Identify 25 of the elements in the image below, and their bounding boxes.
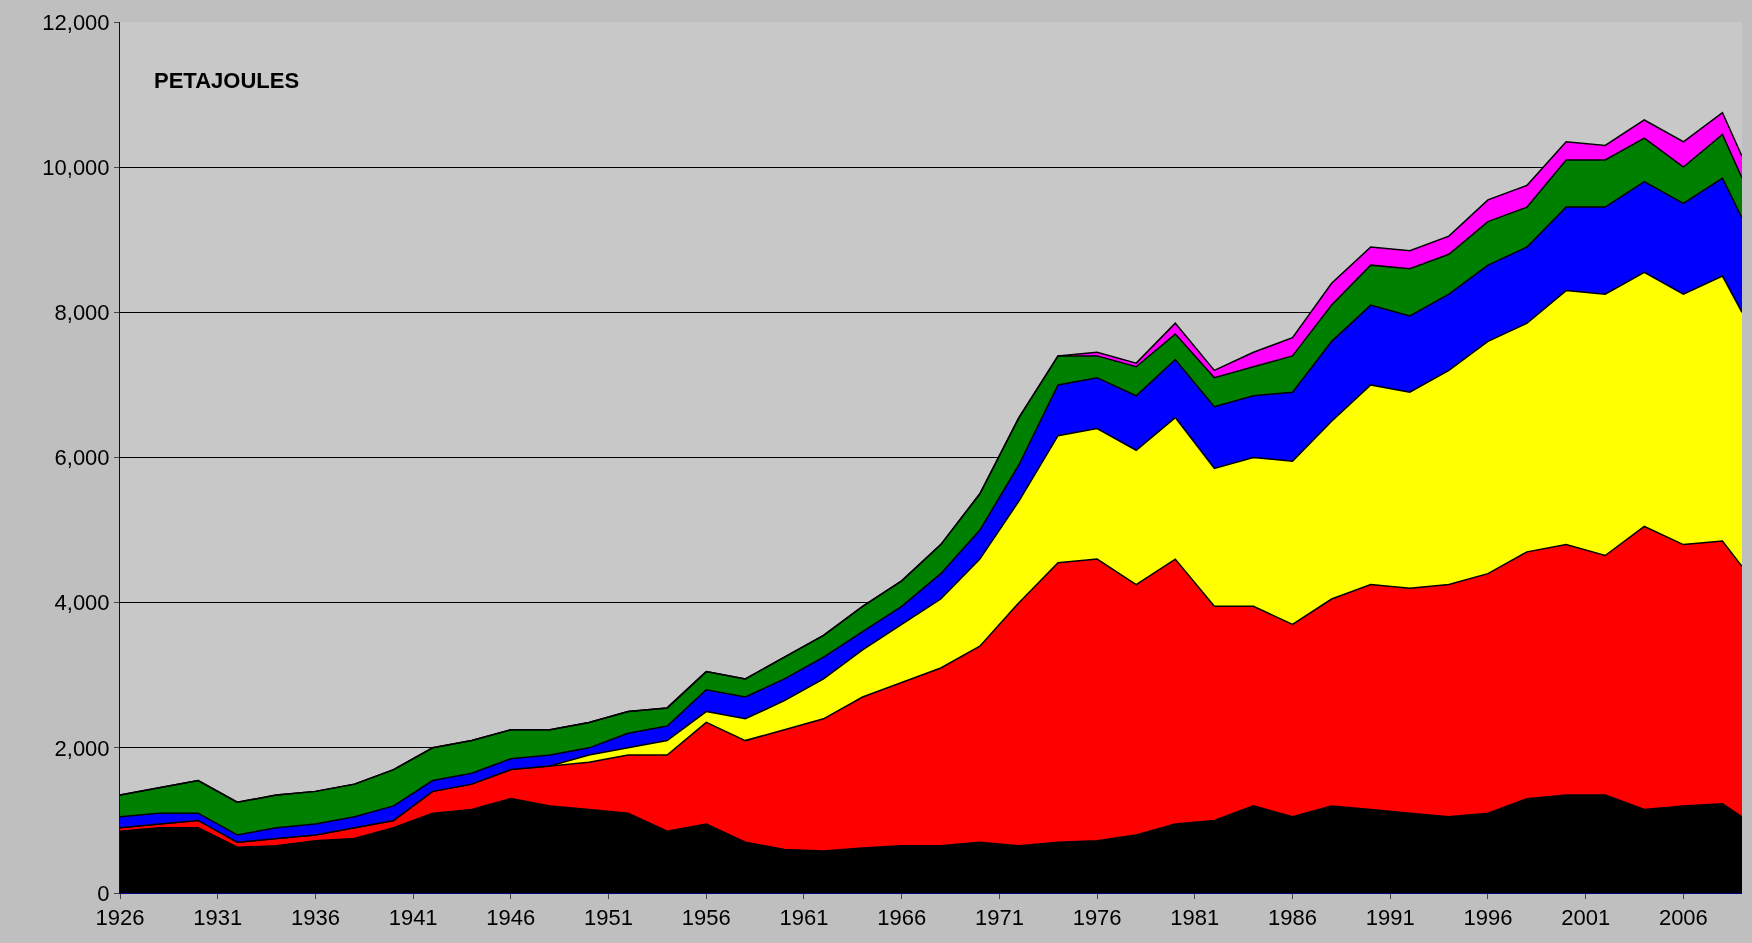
x-tick-label: 1931: [193, 905, 243, 931]
y-tick-label: 0: [97, 880, 110, 906]
x-tick-label: 1941: [388, 905, 438, 931]
x-tick-label: 2001: [1561, 905, 1611, 931]
x-tick-label: 1986: [1268, 905, 1318, 931]
x-tick-label: 1926: [95, 905, 145, 931]
x-tick-label: 1961: [779, 905, 829, 931]
x-tick-label: 1971: [974, 905, 1024, 931]
x-tick-label: 1946: [486, 905, 536, 931]
x-tick-label: 1991: [1365, 905, 1415, 931]
x-tick-label: 1981: [1170, 905, 1220, 931]
x-tick-label: 1936: [290, 905, 340, 931]
x-tick-label: 1951: [584, 905, 634, 931]
x-tick-label: 1966: [877, 905, 927, 931]
annotation: PETAJOULES: [154, 68, 300, 93]
y-tick-label: 8,000: [54, 300, 110, 326]
y-tick-label: 4,000: [54, 590, 110, 616]
x-tick-label: 1976: [1072, 905, 1122, 931]
y-tick-label: 6,000: [54, 445, 110, 471]
y-tick-label: 12,000: [42, 9, 110, 35]
y-tick-label: 2,000: [54, 735, 110, 761]
x-tick-label: 1956: [681, 905, 731, 931]
x-tick-label: 2006: [1658, 905, 1708, 931]
x-tick-label: 1996: [1463, 905, 1513, 931]
y-tick-label: 10,000: [42, 154, 110, 180]
